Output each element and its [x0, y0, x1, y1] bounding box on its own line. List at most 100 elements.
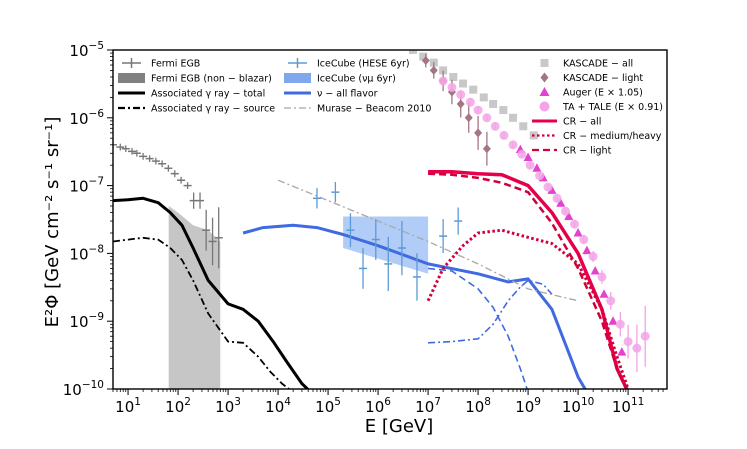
point-5-6: [490, 121, 500, 131]
point-0-0: [113, 141, 117, 149]
point-5-5: [482, 113, 492, 123]
point-marker: [465, 97, 475, 107]
point-4-2: [532, 163, 542, 172]
point-0-9: [164, 164, 173, 172]
series-line-3: [428, 267, 528, 389]
y-tick-label-3: 10−7: [69, 176, 104, 196]
point-marker: [429, 65, 438, 75]
point-2-10: [509, 113, 518, 122]
legend-label: Associated γ ray − total: [151, 89, 265, 100]
point-0-8: [158, 160, 167, 168]
point-marker: [447, 82, 457, 92]
series-line-8: [428, 172, 629, 389]
plot-frame: [112, 49, 668, 390]
point-marker: [590, 266, 600, 275]
point-5-0: [438, 76, 448, 86]
series-line-4: [428, 279, 553, 344]
point-marker: [560, 206, 570, 216]
point-marker: [615, 319, 625, 329]
y-tick-label-2: 10−8: [69, 243, 104, 263]
point-marker: [473, 105, 483, 115]
point-4-8: [582, 245, 592, 255]
y-axis-label: E²Φ [GeV cm⁻² s⁻¹ sr⁻¹]: [42, 117, 63, 328]
point-3-7: [482, 131, 491, 166]
point-4-10: [599, 289, 609, 298]
legend-swatch: [284, 73, 311, 83]
legend-label: CR − light: [563, 146, 612, 157]
legend-mid-item-0: IceCube (HESE 6yr): [288, 58, 410, 70]
point-marker: [564, 211, 574, 221]
legend-right-item-3: TA + TALE (E × 0.91): [539, 101, 663, 113]
series-line-5: [277, 179, 579, 302]
point-5-12: [543, 182, 553, 192]
point-marker: [579, 235, 589, 245]
point-3-0: [421, 53, 430, 68]
point-0-16: [208, 217, 217, 266]
point-marker: [459, 79, 468, 88]
point-5-3: [465, 97, 475, 107]
point-3-6: [474, 115, 483, 150]
point-5-1: [447, 82, 457, 92]
point-marker: [509, 113, 518, 122]
x-tick-label-10: 1011: [612, 396, 644, 416]
x-tick-label-5: 106: [365, 396, 391, 416]
point-marker: [438, 76, 448, 86]
point-5-21: [623, 324, 633, 359]
point-1-2: [346, 213, 355, 248]
legend-label: CR − all: [563, 117, 601, 128]
x-tick-label-6: 107: [415, 396, 441, 416]
point-marker: [532, 163, 542, 172]
point-5-20: [615, 312, 625, 337]
legend-right-item-1: KASCADE − light: [540, 72, 643, 84]
point-4-5: [556, 198, 566, 207]
point-4-6: [564, 211, 574, 221]
point-1-3: [359, 248, 368, 289]
point-5-2: [456, 90, 466, 100]
point-2-11: [519, 122, 528, 131]
point-2-7: [479, 93, 488, 102]
legend-left-item-0: Fermi EGB: [122, 58, 200, 70]
point-marker: [623, 337, 633, 347]
y-tick-label-4: 10−6: [69, 108, 104, 128]
point-marker: [570, 219, 580, 229]
point-marker: [499, 106, 508, 115]
point-marker: [449, 72, 458, 81]
point-marker: [606, 296, 616, 306]
band-0: [168, 206, 221, 389]
point-marker: [547, 185, 557, 194]
point-1-5: [384, 236, 393, 292]
legend-label: IceCube (HESE 6yr): [317, 59, 410, 70]
legend-label: Murase − Beacom 2010: [317, 104, 431, 115]
legend-swatch: [540, 72, 549, 83]
point-0-14: [196, 192, 205, 209]
point-5-19: [606, 291, 616, 310]
point-marker: [456, 99, 465, 109]
x-tick-label-4: 105: [315, 396, 341, 416]
point-marker: [552, 193, 562, 203]
point-1-0: [312, 188, 321, 209]
point-marker: [464, 113, 473, 123]
point-0-2: [121, 145, 130, 153]
point-marker: [588, 252, 598, 262]
y-tick-label-0: 10−10: [63, 379, 104, 399]
point-marker: [482, 144, 491, 154]
legend-label: Fermi EGB: [151, 59, 200, 70]
point-marker: [482, 113, 492, 123]
legend-mid-item-3: Murase − Beacom 2010: [284, 104, 431, 115]
point-0-12: [183, 182, 192, 189]
point-3-5: [464, 102, 473, 133]
legend-left-item-2: Associated γ ray − total: [118, 89, 265, 100]
point-marker: [640, 331, 650, 341]
point-4-11: [608, 316, 618, 325]
point-1-4: [371, 219, 380, 260]
point-marker: [456, 90, 466, 100]
x-tick-label-1: 102: [165, 396, 191, 416]
point-marker: [617, 347, 627, 356]
legend-swatch: [539, 101, 550, 112]
legend-label: KASCADE − all: [563, 59, 633, 70]
legend-mid-item-1: IceCube (νμ 6yr): [284, 73, 396, 85]
point-marker: [517, 149, 527, 159]
legend-right-item-2: Auger (E × 1.05): [539, 87, 643, 99]
point-2-3: [439, 66, 448, 75]
